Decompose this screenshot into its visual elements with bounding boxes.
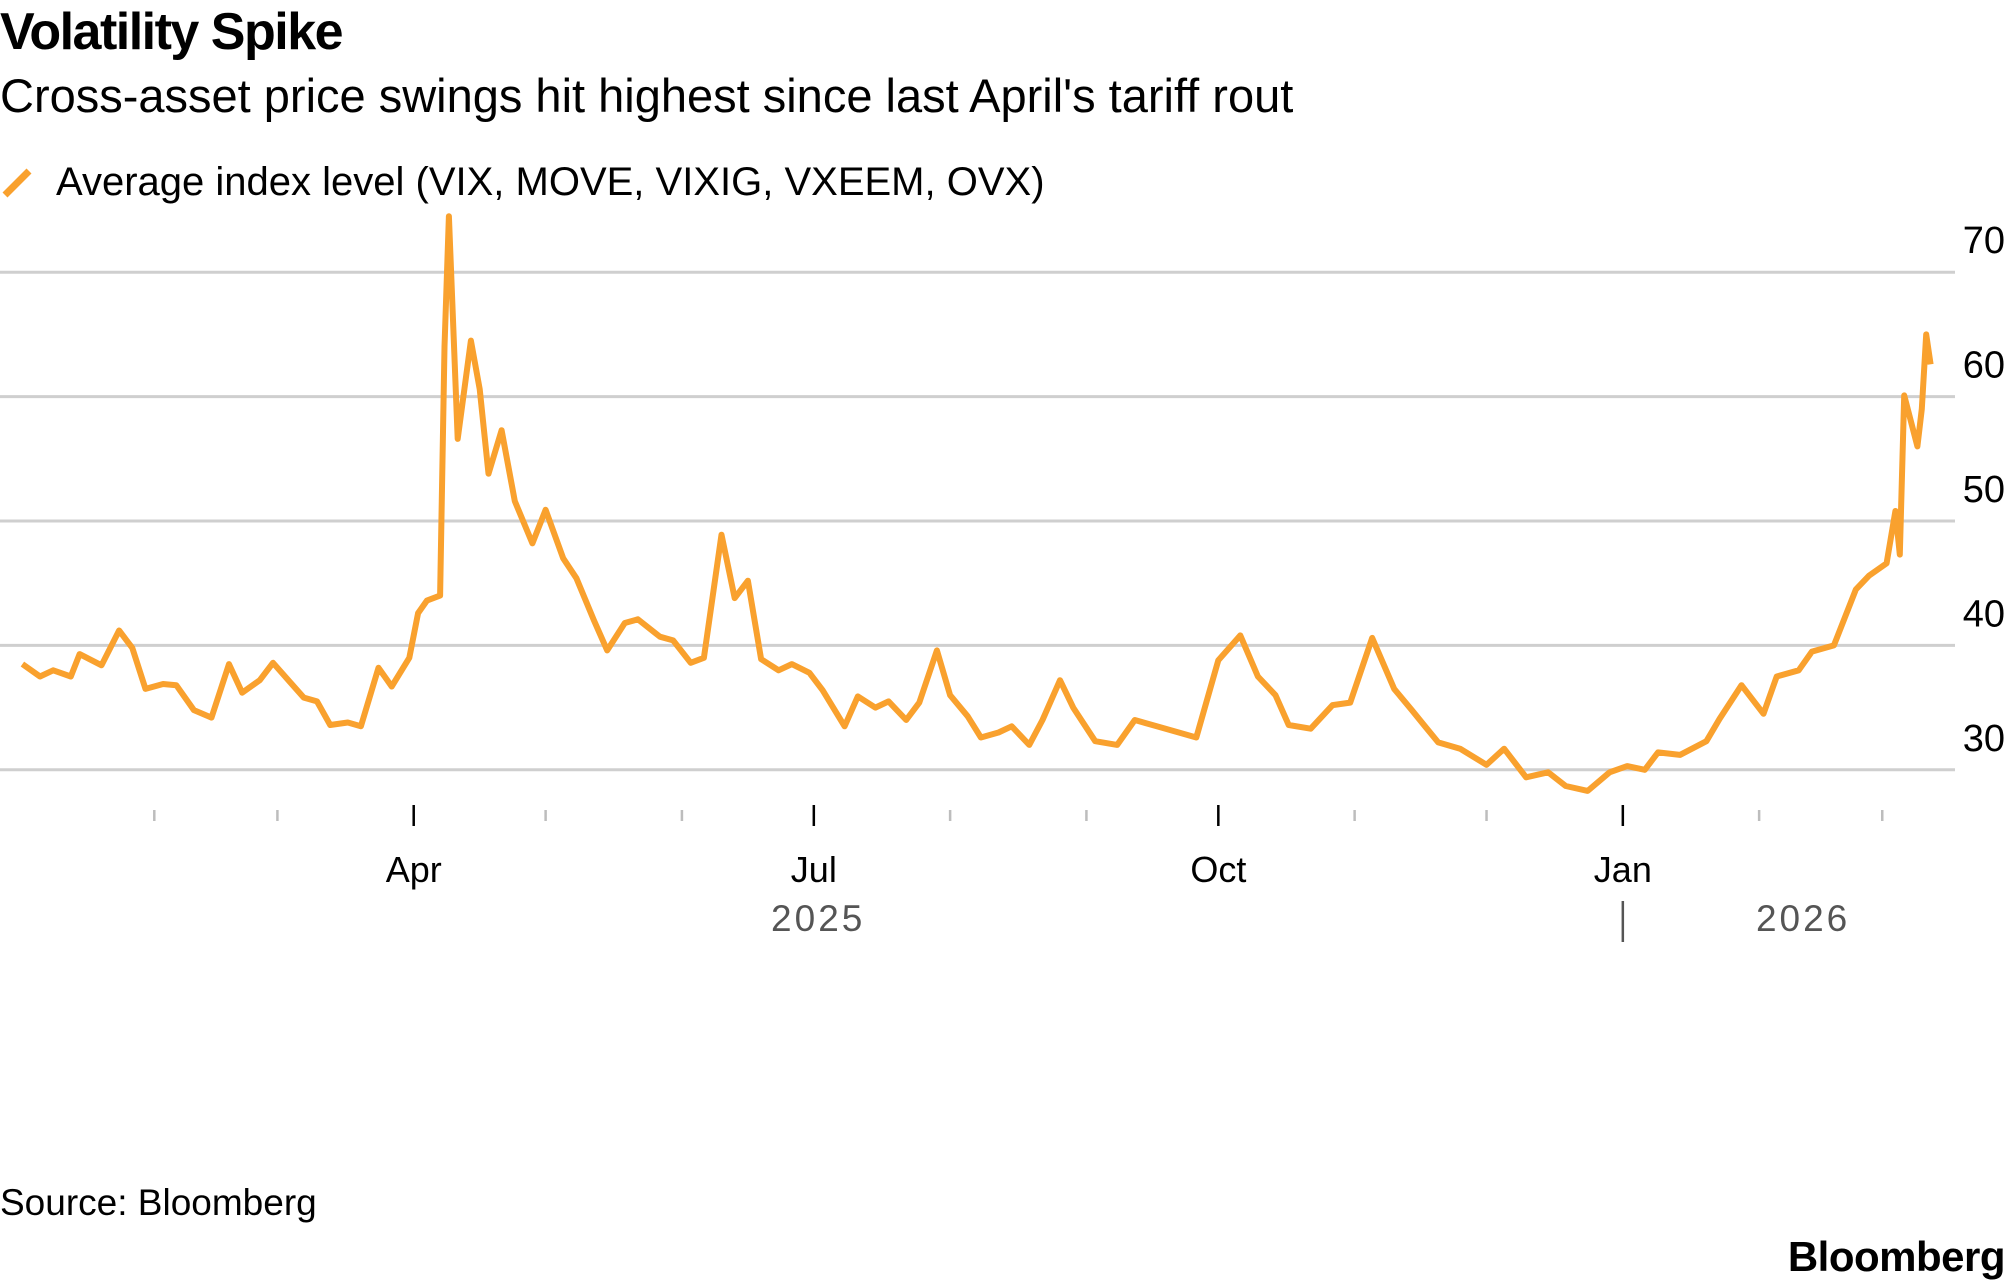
legend: Average index level (VIX, MOVE, VIXIG, V… — [0, 160, 1045, 205]
series-layer — [20, 213, 1934, 794]
y-tick-label-60: 60 — [1963, 345, 2005, 387]
y-tick-label-30: 30 — [1963, 718, 2005, 760]
x-tick-label-jul: Jul — [791, 849, 837, 890]
legend-label: Average index level (VIX, MOVE, VIXIG, V… — [56, 160, 1045, 204]
x-tick-label-apr: Apr — [386, 849, 442, 890]
series-line-0 — [20, 213, 1934, 794]
x-tick-label-oct: Oct — [1190, 849, 1246, 890]
x-tick-label-jan: Jan — [1594, 849, 1652, 890]
y-tick-label-50: 50 — [1963, 469, 2005, 511]
y-tick-label-40: 40 — [1963, 593, 2005, 635]
source-note: Source: Bloomberg — [0, 1182, 317, 1223]
x-axis: Apr Jul Oct Jan 2025 2026 — [153, 805, 1884, 942]
line-chart: 30 40 50 60 70 Apr Jul Oct Jan 2025 2026 — [0, 213, 2005, 942]
chart-title: Volatility Spike — [0, 3, 344, 61]
legend-swatch-icon — [0, 167, 34, 199]
year-label-2025: 2025 — [771, 898, 865, 939]
y-axis-labels: 30 40 50 60 70 — [1963, 220, 2005, 760]
bloomberg-logo: Bloomberg — [1787, 1233, 2005, 1280]
y-tick-label-70: 70 — [1963, 220, 2005, 262]
gridlines — [0, 270, 1955, 772]
year-label-2026: 2026 — [1756, 898, 1850, 939]
chart-subtitle: Cross-asset price swings hit highest sin… — [0, 69, 1294, 122]
